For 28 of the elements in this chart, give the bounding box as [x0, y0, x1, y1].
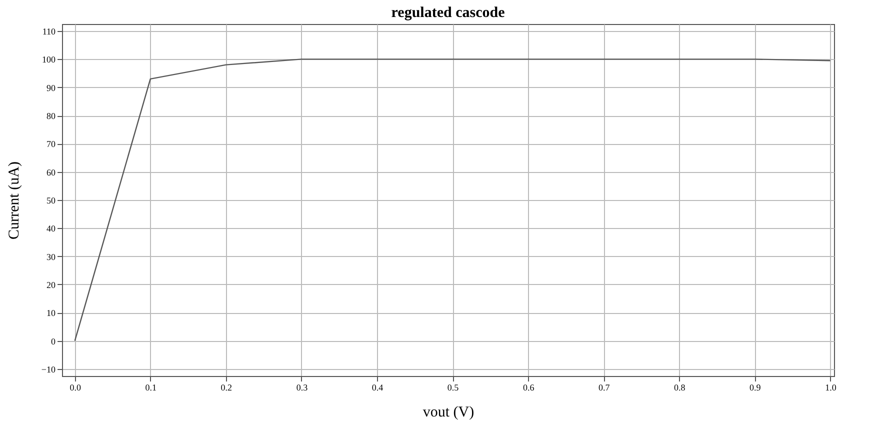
- x-tick-label: 0.8: [674, 382, 686, 392]
- y-tick-label: 60: [46, 167, 56, 178]
- y-tick-label: 20: [46, 280, 56, 290]
- x-tick-label: 0.2: [220, 382, 232, 392]
- y-tick-label: 50: [46, 196, 56, 206]
- x-tick-label: 0.6: [522, 382, 535, 392]
- x-tick-label: 0.3: [296, 382, 308, 392]
- x-tick-label: 0.9: [750, 382, 762, 392]
- chart-title: regulated cascode: [391, 5, 506, 21]
- x-tick-label: 0.0: [70, 382, 82, 392]
- y-tick-label: −10: [41, 364, 56, 374]
- y-tick-label: 90: [46, 82, 56, 93]
- y-axis-title: Current (uA): [6, 162, 22, 240]
- y-tick-label: 0: [51, 336, 56, 346]
- x-tick-label: 0.5: [447, 382, 460, 392]
- y-tick-label: 10: [46, 308, 56, 318]
- line-series: [74, 58, 831, 342]
- y-tick-label: 100: [42, 54, 56, 65]
- y-tick-label: 30: [46, 252, 56, 262]
- y-tick-label: 40: [46, 224, 56, 234]
- y-tick-label: 70: [46, 139, 56, 150]
- x-tick-label: 0.1: [145, 382, 157, 392]
- y-tick-label: 110: [42, 26, 56, 37]
- y-tick-label: 80: [46, 111, 56, 122]
- x-tick-label: 0.7: [598, 382, 610, 392]
- x-tick-label: 1.0: [825, 382, 837, 392]
- x-tick-label: 0.4: [372, 382, 384, 392]
- x-axis-title: vout (V): [422, 404, 474, 420]
